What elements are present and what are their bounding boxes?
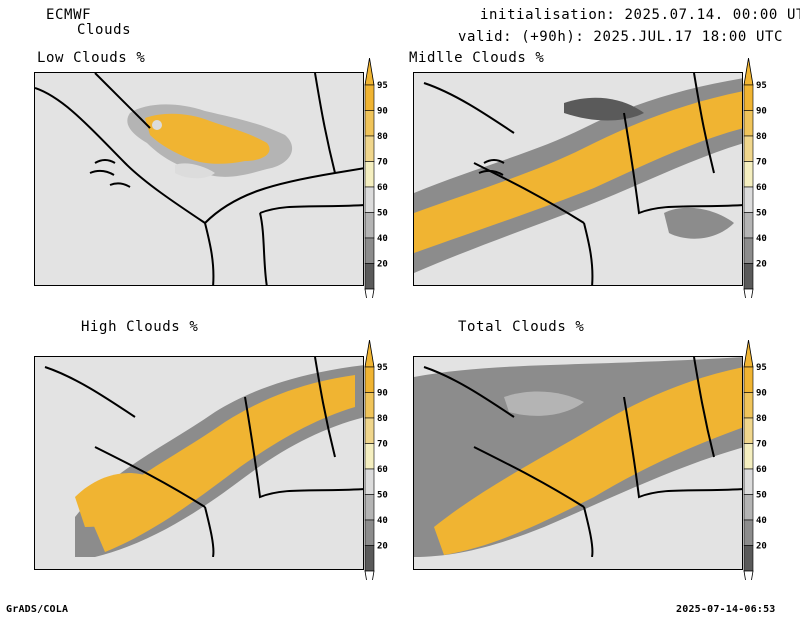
- colorbar-segment: [365, 162, 374, 188]
- colorbar-tick-label: 95: [377, 363, 388, 373]
- colorbar-low: 95 90 80 70 60 50 40 20: [362, 58, 402, 298]
- colorbar-segment: [365, 495, 374, 521]
- colorbar-tick-label: 40: [756, 234, 767, 244]
- colorbar-bottom-arrow: [365, 571, 374, 580]
- colorbar-svg: 95 90 80 70 60 50 40 20: [741, 58, 781, 298]
- colorbar-tick-label: 50: [377, 491, 388, 501]
- colorbar-middle: 95 90 80 70 60 50 40 20: [741, 58, 781, 298]
- colorbar-segment: [744, 264, 753, 290]
- init-time: initialisation: 2025.07.14. 00:00 UTC: [480, 7, 800, 23]
- colorbar-segment: [365, 213, 374, 239]
- colorbar-tick-label: 70: [756, 158, 767, 168]
- map-panel-high: [34, 356, 364, 570]
- colorbar-tick-label: 50: [756, 209, 767, 219]
- colorbar-segment: [365, 393, 374, 419]
- map-total: [414, 357, 743, 557]
- colorbar-segment: [365, 469, 374, 495]
- colorbar-segment: [744, 187, 753, 213]
- colorbar-tick-label: 60: [377, 183, 388, 193]
- colorbar-segment: [365, 187, 374, 213]
- colorbar-segment: [744, 444, 753, 470]
- colorbar-segment: [365, 444, 374, 470]
- colorbar-segment: [744, 367, 753, 393]
- model-label: ECMWF: [46, 7, 91, 23]
- colorbar-segment: [744, 136, 753, 162]
- colorbar-tick-label: 90: [756, 389, 767, 399]
- colorbar-top-arrow: [365, 58, 374, 85]
- map-low: [35, 73, 364, 286]
- colorbar-tick-label: 80: [377, 414, 388, 424]
- colorbar-tick-label: 20: [756, 542, 767, 552]
- colorbar-tick-label: 20: [756, 260, 767, 270]
- colorbar-high: 95 90 80 70 60 50 40 20: [362, 340, 402, 580]
- colorbar-tick-label: 20: [377, 260, 388, 270]
- colorbar-segment: [744, 418, 753, 444]
- colorbar-top-arrow: [744, 340, 753, 367]
- colorbar-segment: [744, 495, 753, 521]
- colorbar-bottom-arrow: [365, 289, 374, 298]
- colorbar-segment: [744, 213, 753, 239]
- valid-time: valid: (+90h): 2025.JUL.17 18:00 UTC: [458, 29, 783, 45]
- colorbar-segment: [744, 393, 753, 419]
- panel-title-high: High Clouds %: [81, 319, 198, 335]
- map-panel-low: [34, 72, 364, 286]
- colorbar-svg: 95 90 80 70 60 50 40 20: [741, 340, 781, 580]
- panel-title-middle: Midlle Clouds %: [409, 50, 544, 66]
- colorbar-segment: [365, 418, 374, 444]
- colorbar-tick-label: 80: [756, 414, 767, 424]
- panel-title-low: Low Clouds %: [37, 50, 145, 66]
- colorbar-segment: [744, 238, 753, 264]
- colorbar-segment: [365, 367, 374, 393]
- colorbar-segment: [744, 469, 753, 495]
- colorbar-segment: [365, 238, 374, 264]
- footer-left: GrADS/COLA: [6, 604, 68, 615]
- colorbar-tick-label: 70: [377, 158, 388, 168]
- colorbar-tick-label: 90: [377, 389, 388, 399]
- colorbar-bottom-arrow: [744, 571, 753, 580]
- colorbar-tick-label: 95: [756, 363, 767, 373]
- colorbar-tick-label: 95: [377, 81, 388, 91]
- colorbar-segment: [744, 111, 753, 137]
- colorbar-bottom-arrow: [744, 289, 753, 298]
- map-panel-total: [413, 356, 743, 570]
- colorbar-tick-label: 80: [756, 132, 767, 142]
- colorbar-tick-label: 70: [756, 440, 767, 450]
- colorbar-tick-label: 40: [377, 516, 388, 526]
- colorbar-tick-label: 70: [377, 440, 388, 450]
- colorbar-tick-label: 20: [377, 542, 388, 552]
- colorbar-svg: 95 90 80 70 60 50 40 20: [362, 58, 402, 298]
- panel-title-total: Total Clouds %: [458, 319, 584, 335]
- colorbar-svg: 95 90 80 70 60 50 40 20: [362, 340, 402, 580]
- product-label: Clouds: [77, 22, 131, 38]
- colorbar-tick-label: 40: [377, 234, 388, 244]
- colorbar-tick-label: 90: [377, 107, 388, 117]
- map-high: [35, 357, 364, 557]
- colorbar-tick-label: 40: [756, 516, 767, 526]
- map-middle: [414, 73, 743, 286]
- colorbar-segment: [365, 136, 374, 162]
- colorbar-segment: [744, 520, 753, 546]
- colorbar-top-arrow: [365, 340, 374, 367]
- footer-right: 2025-07-14-06:53: [676, 604, 776, 615]
- colorbar-segment: [744, 162, 753, 188]
- colorbar-segment: [365, 520, 374, 546]
- colorbar-tick-label: 90: [756, 107, 767, 117]
- map-panel-middle: [413, 72, 743, 286]
- colorbar-tick-label: 60: [756, 183, 767, 193]
- colorbar-tick-label: 60: [756, 465, 767, 475]
- colorbar-tick-label: 50: [756, 491, 767, 501]
- colorbar-tick-label: 95: [756, 81, 767, 91]
- colorbar-segment: [365, 264, 374, 290]
- colorbar-segment: [365, 546, 374, 572]
- colorbar-segment: [744, 85, 753, 111]
- colorbar-total: 95 90 80 70 60 50 40 20: [741, 340, 781, 580]
- colorbar-tick-label: 50: [377, 209, 388, 219]
- colorbar-segment: [365, 85, 374, 111]
- colorbar-tick-label: 80: [377, 132, 388, 142]
- colorbar-segment: [744, 546, 753, 572]
- colorbar-top-arrow: [744, 58, 753, 85]
- colorbar-tick-label: 60: [377, 465, 388, 475]
- colorbar-segment: [365, 111, 374, 137]
